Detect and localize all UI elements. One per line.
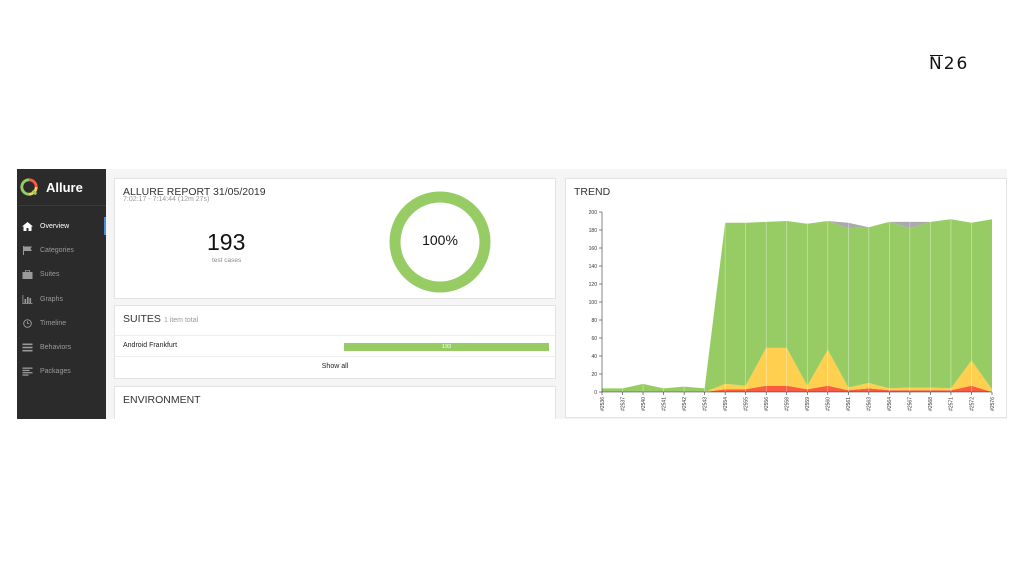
trend-y-tick-label: 160 xyxy=(589,246,598,252)
trend-widget: TREND 0 20 40 60 80 100 120 140 160 180 200 #2536 #2… xyxy=(565,178,1007,418)
trend-x-tick-label: #2567 xyxy=(908,397,914,411)
list-icon xyxy=(22,343,33,352)
suites-widget: SUITES 1 item total Android Frankfurt 193… xyxy=(114,305,556,379)
trend-x-tick-label: #2571 xyxy=(949,397,955,411)
trend-y-tick-label: 20 xyxy=(591,372,597,378)
sidebar-item-overview[interactable]: Overview xyxy=(17,214,106,238)
success-rate-donut[interactable] xyxy=(388,190,492,294)
clock-icon xyxy=(22,319,33,328)
sidebar-item-timeline[interactable]: Timeline xyxy=(17,311,106,335)
trend-area-passed xyxy=(602,219,992,392)
trend-y-tick-label: 200 xyxy=(589,210,598,216)
trend-x-tick-label: #2555 xyxy=(743,397,749,411)
trend-x-tick-label: #2543 xyxy=(702,397,708,411)
donut-passed-arc xyxy=(389,191,491,293)
bar-chart-icon xyxy=(22,294,33,304)
app-name: Allure xyxy=(46,179,83,195)
trend-area-broken xyxy=(602,347,992,392)
environment-widget: ENVIRONMENT xyxy=(114,386,556,419)
sidebar-item-categories[interactable]: Categories xyxy=(17,238,106,262)
suites-title-row: SUITES 1 item total xyxy=(123,313,198,325)
trend-x-tick-label: #2556 xyxy=(764,397,770,411)
trend-y-tick-label: 120 xyxy=(589,282,598,288)
success-rate-percent: 100% xyxy=(422,232,458,248)
trend-x-tick-label: #2540 xyxy=(641,397,647,411)
report-title: ALLURE REPORT 31/05/2019 xyxy=(123,186,266,198)
total-test-cases-label: test cases xyxy=(212,257,242,264)
suites-count: 1 item total xyxy=(163,317,199,324)
trend-y-tick-label: 0 xyxy=(594,390,597,396)
trend-x-tick-label: #2537 xyxy=(620,397,626,411)
trend-y-tick-label: 60 xyxy=(591,336,597,342)
flag-icon xyxy=(22,245,33,255)
environment-title: ENVIRONMENT xyxy=(123,394,201,406)
trend-title: TREND xyxy=(574,186,611,198)
trend-y-tick-label: 40 xyxy=(591,354,597,360)
trend-x-tick-label: #2541 xyxy=(661,397,667,411)
suites-title: SUITES xyxy=(123,313,161,325)
trend-x-tick-label: #2564 xyxy=(887,397,893,411)
trend-x-tick-label: #2542 xyxy=(682,397,688,411)
trend-chart[interactable]: 0 20 40 60 80 100 120 140 160 180 200 #2536 #2537 #25… xyxy=(566,179,1006,417)
sidebar-item-label: Overview xyxy=(40,222,70,230)
sidebar-item-label: Graphs xyxy=(40,295,63,303)
sidebar-item-label: Timeline xyxy=(40,319,67,327)
trend-y-tick-label: 80 xyxy=(591,318,597,324)
suite-name: Android Frankfurt xyxy=(123,342,178,349)
home-icon xyxy=(22,221,33,231)
sidebar-item-label: Categories xyxy=(40,246,74,254)
trend-x-tick-label: #2576 xyxy=(990,397,996,411)
show-all-link[interactable]: Show all xyxy=(321,363,349,370)
sidebar-item-packages[interactable]: Packages xyxy=(17,360,106,384)
trend-y-tick-label: 140 xyxy=(589,264,598,270)
sidebar-item-behaviors[interactable]: Behaviors xyxy=(17,335,106,359)
report-time-range: 7:02:17 - 7:14:44 (12m 27s) xyxy=(123,196,210,203)
sidebar-item-label: Packages xyxy=(40,368,71,376)
sidebar-item-graphs[interactable]: Graphs xyxy=(17,287,106,311)
trend-x-tick-label: #2560 xyxy=(826,397,832,411)
trend-x-tick-label: #2554 xyxy=(723,397,729,411)
trend-x-tick-label: #2536 xyxy=(600,397,606,411)
trend-x-tick-label: #2561 xyxy=(846,397,852,411)
suite-status-bar: 193 xyxy=(344,343,549,351)
trend-x-tick-label: #2558 xyxy=(785,397,791,411)
brand-logo-digits: 26 xyxy=(943,54,970,74)
sidebar-item-suites[interactable]: Suites xyxy=(17,263,106,287)
allure-report-window: Allure Overview Categories Suites Graphs… xyxy=(17,169,1007,419)
allure-logo-icon xyxy=(20,178,38,196)
brand-logo: N26 xyxy=(929,54,969,74)
trend-y-tick-label: 180 xyxy=(589,228,598,234)
summary-widget: ALLURE REPORT 31/05/2019 7:02:17 - 7:14:… xyxy=(114,178,556,299)
trend-area-failed xyxy=(602,385,992,392)
sidebar-logo[interactable]: Allure xyxy=(17,169,106,206)
briefcase-icon xyxy=(22,270,33,280)
sidebar-item-label: Behaviors xyxy=(40,344,72,352)
trend-y-tick-label: 100 xyxy=(589,300,598,306)
total-test-cases: 193 xyxy=(207,229,246,255)
sidebar: Allure Overview Categories Suites Graphs… xyxy=(17,169,106,419)
trend-x-tick-label: #2568 xyxy=(928,397,934,411)
trend-x-tick-label: #2559 xyxy=(805,397,811,411)
trend-x-tick-label: #2563 xyxy=(867,397,873,411)
brand-logo-n: N xyxy=(929,54,944,74)
align-left-icon xyxy=(22,367,33,377)
suite-row[interactable]: Android Frankfurt 193 xyxy=(115,335,555,357)
sidebar-item-label: Suites xyxy=(40,271,60,279)
trend-x-tick-label: #2572 xyxy=(969,397,975,411)
sidebar-nav: Overview Categories Suites Graphs Timeli… xyxy=(17,214,106,384)
